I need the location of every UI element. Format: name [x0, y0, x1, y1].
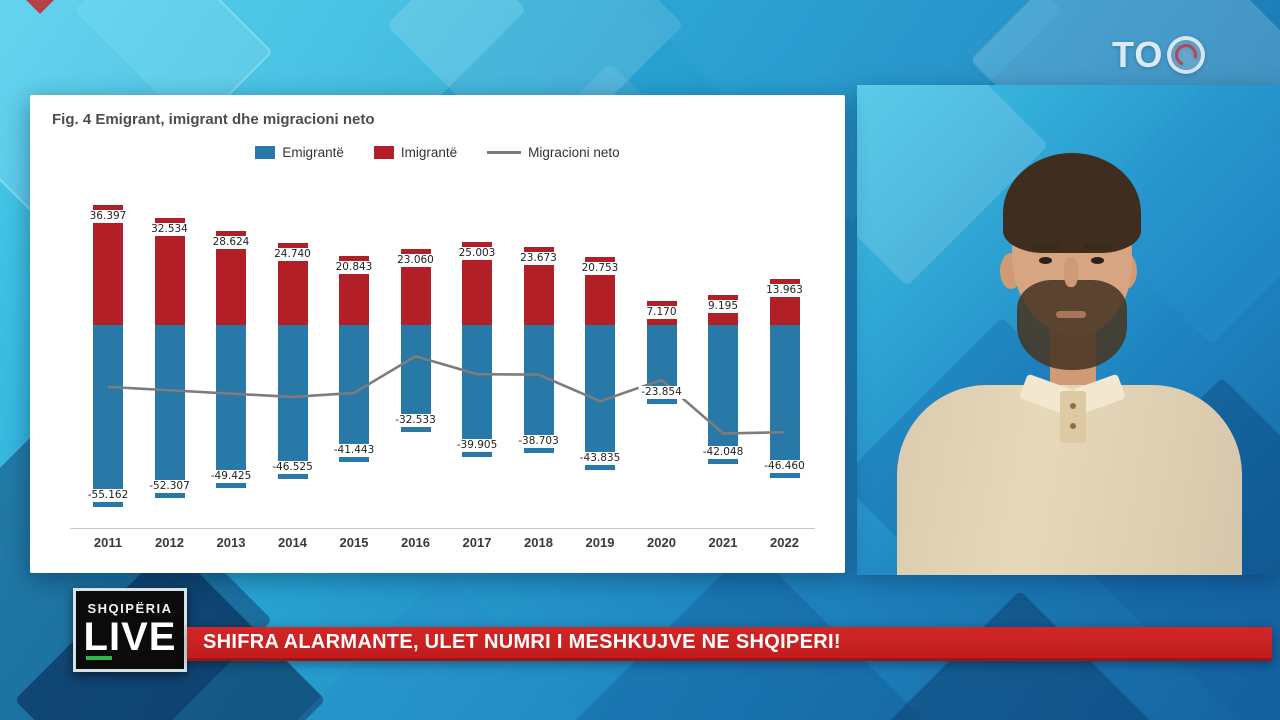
headline-text: SHIFRA ALARMANTE, ULET NUMRI I MESHKUJVE…: [203, 631, 841, 653]
year-label: 2018: [524, 535, 553, 550]
value-label-emigrante: -46.525: [269, 460, 316, 474]
studio-video: [857, 85, 1280, 575]
bar-emigrante: [216, 325, 246, 489]
bar-emigrante: [277, 325, 308, 479]
person-hair: [1003, 153, 1141, 253]
value-label-emigrante: -39.905: [453, 438, 501, 452]
legend-label-net: Migracioni neto: [528, 145, 620, 160]
bar-emigrante: [523, 325, 554, 453]
legend-swatch-imigrante: [373, 146, 394, 159]
value-label-imigrante: 7.170: [643, 306, 680, 320]
chart-plot: 36.397 -55.162 2011 32.534 -52.307 2012 28.624…: [30, 95, 845, 573]
bar-emigrante: [708, 325, 738, 464]
x-axis-line: [70, 528, 815, 529]
person-eyebrow-left: [1031, 243, 1059, 250]
year-label: 2022: [770, 535, 799, 550]
legend-item-imigrante: Imigrantë: [373, 145, 458, 160]
bar-emigrante: [154, 325, 185, 498]
value-label-emigrante: -42.048: [699, 445, 747, 459]
legend-swatch-net: [487, 151, 522, 154]
person-beard: [1017, 280, 1127, 370]
value-label-imigrante: 20.843: [332, 261, 376, 275]
person-button: [1070, 423, 1076, 429]
value-label-imigrante: 20.753: [578, 261, 622, 275]
person-button: [1070, 403, 1076, 409]
person-placket: [1060, 391, 1086, 443]
year-label: 2011: [93, 535, 123, 550]
person-eyebrow-right: [1084, 243, 1112, 250]
legend-item-net: Migracioni neto: [487, 145, 620, 160]
net-migration-line: [107, 354, 785, 435]
value-label-imigrante: 32.534: [148, 222, 191, 236]
value-label-emigrante: -46.460: [761, 460, 808, 474]
bar-emigrante: [462, 325, 492, 457]
year-label: 2012: [155, 535, 184, 550]
channel-logo: TO: [1112, 34, 1206, 76]
chart-legend: Emigrantë Imigrantë Migracioni neto: [30, 145, 845, 160]
value-label-imigrante: 23.060: [394, 253, 437, 267]
value-label-imigrante: 13.963: [763, 283, 806, 297]
value-label-emigrante: -49.425: [207, 470, 255, 484]
channel-logo-globe-icon: [1167, 36, 1206, 74]
legend-swatch-emigrante: [255, 146, 276, 159]
value-label-imigrante: 23.673: [517, 251, 560, 265]
value-label-emigrante: -32.533: [392, 414, 439, 428]
legend-item-emigrante: Emigrantë: [255, 145, 344, 160]
year-label: 2020: [647, 535, 676, 550]
legend-label-imigrante: Imigrantë: [400, 145, 458, 160]
show-live-text: LIVE: [83, 615, 177, 660]
person-eye-left: [1039, 257, 1052, 264]
year-label: 2016: [401, 535, 430, 550]
show-name: SHQIPËRIA: [87, 601, 173, 616]
value-label-emigrante: -38.703: [515, 434, 562, 448]
value-label-imigrante: 28.624: [209, 235, 253, 249]
person-nose: [1064, 257, 1078, 287]
value-label-emigrante: -55.162: [84, 489, 132, 503]
year-label: 2013: [216, 535, 246, 550]
show-logo: SHQIPËRIA LIVE: [73, 588, 187, 672]
value-label-imigrante: 24.740: [271, 248, 314, 262]
value-label-imigrante: 9.195: [704, 299, 742, 313]
value-label-emigrante: -23.854: [638, 385, 685, 399]
corner-flag-decoration: [26, 0, 54, 14]
globe-ring-icon: [1171, 40, 1201, 70]
value-label-emigrante: -43.835: [576, 451, 624, 465]
year-label: 2019: [585, 535, 615, 550]
person-mouth: [1056, 311, 1086, 318]
value-label-imigrante: 25.003: [455, 247, 499, 261]
bar-emigrante: [93, 325, 123, 508]
channel-logo-text: TO: [1112, 34, 1164, 75]
year-label: 2014: [278, 535, 307, 550]
year-label: 2015: [339, 535, 369, 550]
year-label: 2021: [708, 535, 738, 550]
value-label-emigrante: -52.307: [146, 479, 193, 493]
bar-imigrante: [93, 204, 123, 325]
person-eye-right: [1091, 257, 1104, 264]
bar-emigrante: [769, 325, 800, 479]
legend-label-emigrante: Emigrantë: [282, 145, 344, 160]
chart-title: Fig. 4 Emigrant, imigrant dhe migracioni…: [52, 111, 375, 128]
value-label-emigrante: -41.443: [330, 443, 378, 457]
value-label-imigrante: 36.397: [86, 209, 130, 223]
headline-banner: SHIFRA ALARMANTE, ULET NUMRI I MESHKUJVE…: [187, 627, 1272, 661]
year-label: 2017: [462, 535, 492, 550]
chart-panel: Fig. 4 Emigrant, imigrant dhe migracioni…: [30, 95, 845, 573]
